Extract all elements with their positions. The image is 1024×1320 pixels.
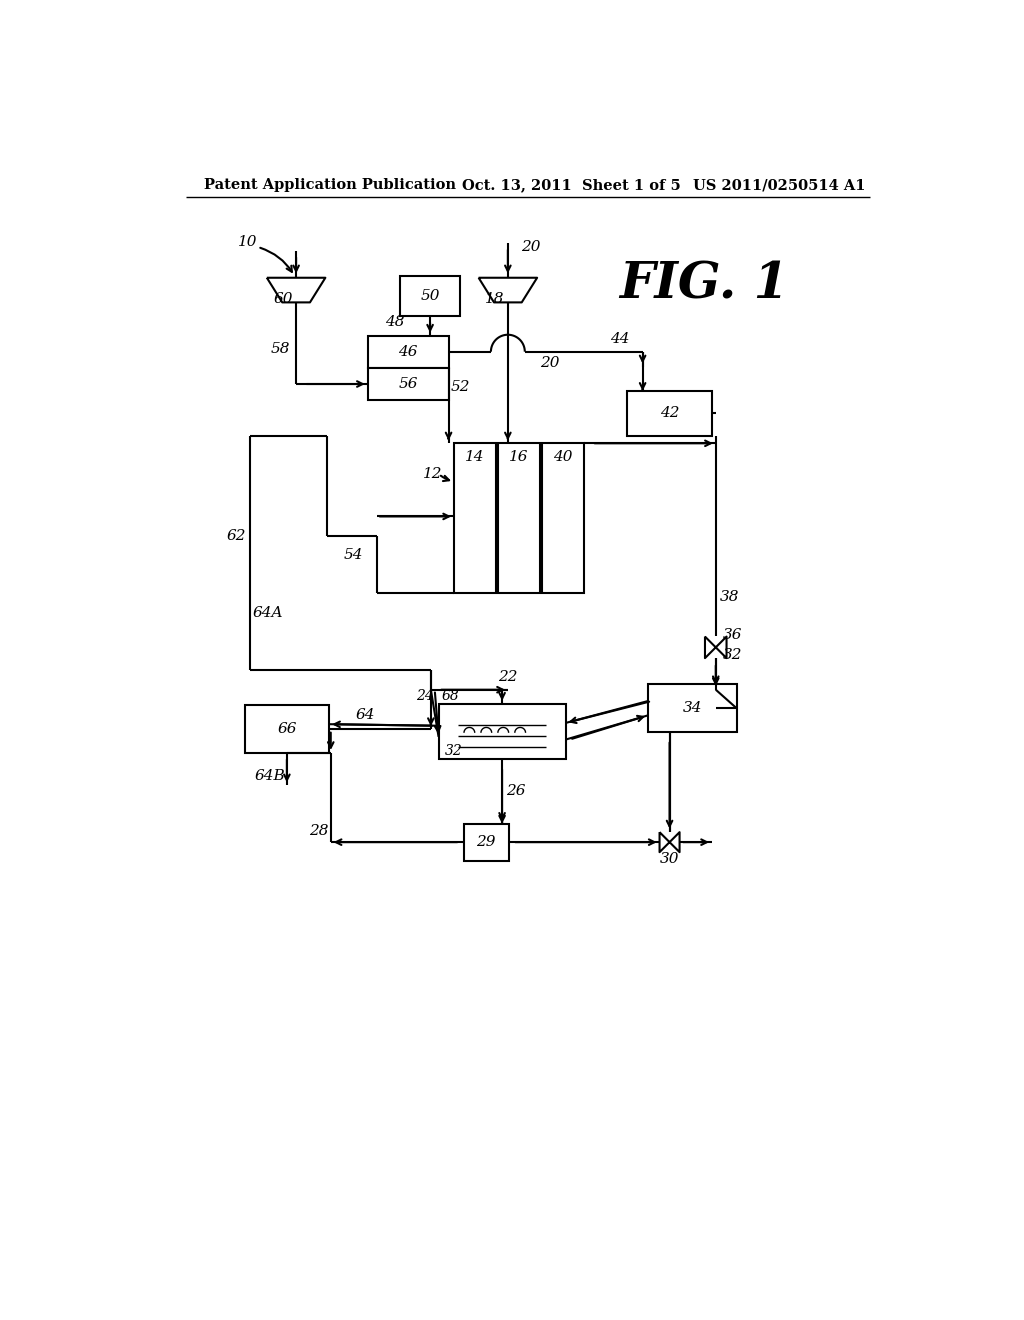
Bar: [628, 391, 712, 436]
Text: 56: 56: [398, 378, 418, 391]
Text: 64: 64: [355, 708, 375, 722]
Text: 42: 42: [659, 407, 679, 420]
Text: 32: 32: [445, 744, 463, 758]
Bar: [464, 824, 509, 861]
Text: 58: 58: [271, 342, 291, 355]
Text: 64B: 64B: [255, 770, 286, 783]
Bar: [400, 276, 460, 317]
Text: US 2011/0250514 A1: US 2011/0250514 A1: [692, 178, 865, 193]
Text: 62: 62: [226, 529, 246, 543]
Text: 64A: 64A: [252, 606, 283, 619]
Bar: [648, 684, 736, 733]
Text: 22: 22: [498, 671, 517, 684]
Bar: [245, 705, 330, 752]
Text: 60: 60: [273, 292, 293, 305]
Text: 14: 14: [465, 450, 485, 465]
Text: 46: 46: [398, 345, 418, 359]
Text: 54: 54: [344, 548, 364, 562]
Text: 12: 12: [423, 467, 443, 480]
Text: 24: 24: [416, 689, 433, 702]
Text: 38: 38: [720, 590, 739, 605]
Text: 44: 44: [609, 333, 630, 346]
Text: 26: 26: [506, 784, 525, 799]
Text: Oct. 13, 2011  Sheet 1 of 5: Oct. 13, 2011 Sheet 1 of 5: [462, 178, 680, 193]
Bar: [438, 704, 565, 759]
Text: 50: 50: [420, 289, 440, 304]
Text: 36: 36: [723, 628, 742, 642]
Text: 68: 68: [441, 689, 459, 702]
Text: 32: 32: [723, 648, 742, 663]
Text: Patent Application Publication: Patent Application Publication: [204, 178, 456, 193]
Bar: [454, 444, 497, 594]
Text: 34: 34: [683, 701, 702, 715]
Text: 20: 20: [521, 240, 541, 253]
Text: 28: 28: [309, 825, 329, 838]
Text: 16: 16: [509, 450, 528, 465]
Text: 40: 40: [553, 450, 572, 465]
Text: 30: 30: [659, 853, 679, 866]
Text: 52: 52: [451, 380, 470, 395]
Text: 18: 18: [485, 292, 505, 305]
Bar: [368, 335, 449, 368]
Bar: [498, 444, 541, 594]
Text: 48: 48: [385, 314, 404, 329]
Text: FIG. 1: FIG. 1: [620, 261, 788, 310]
Text: 10: 10: [238, 235, 257, 248]
Bar: [542, 444, 584, 594]
Bar: [368, 368, 449, 400]
Text: 20: 20: [541, 356, 560, 370]
Text: 29: 29: [476, 836, 496, 849]
Text: 66: 66: [278, 722, 297, 737]
